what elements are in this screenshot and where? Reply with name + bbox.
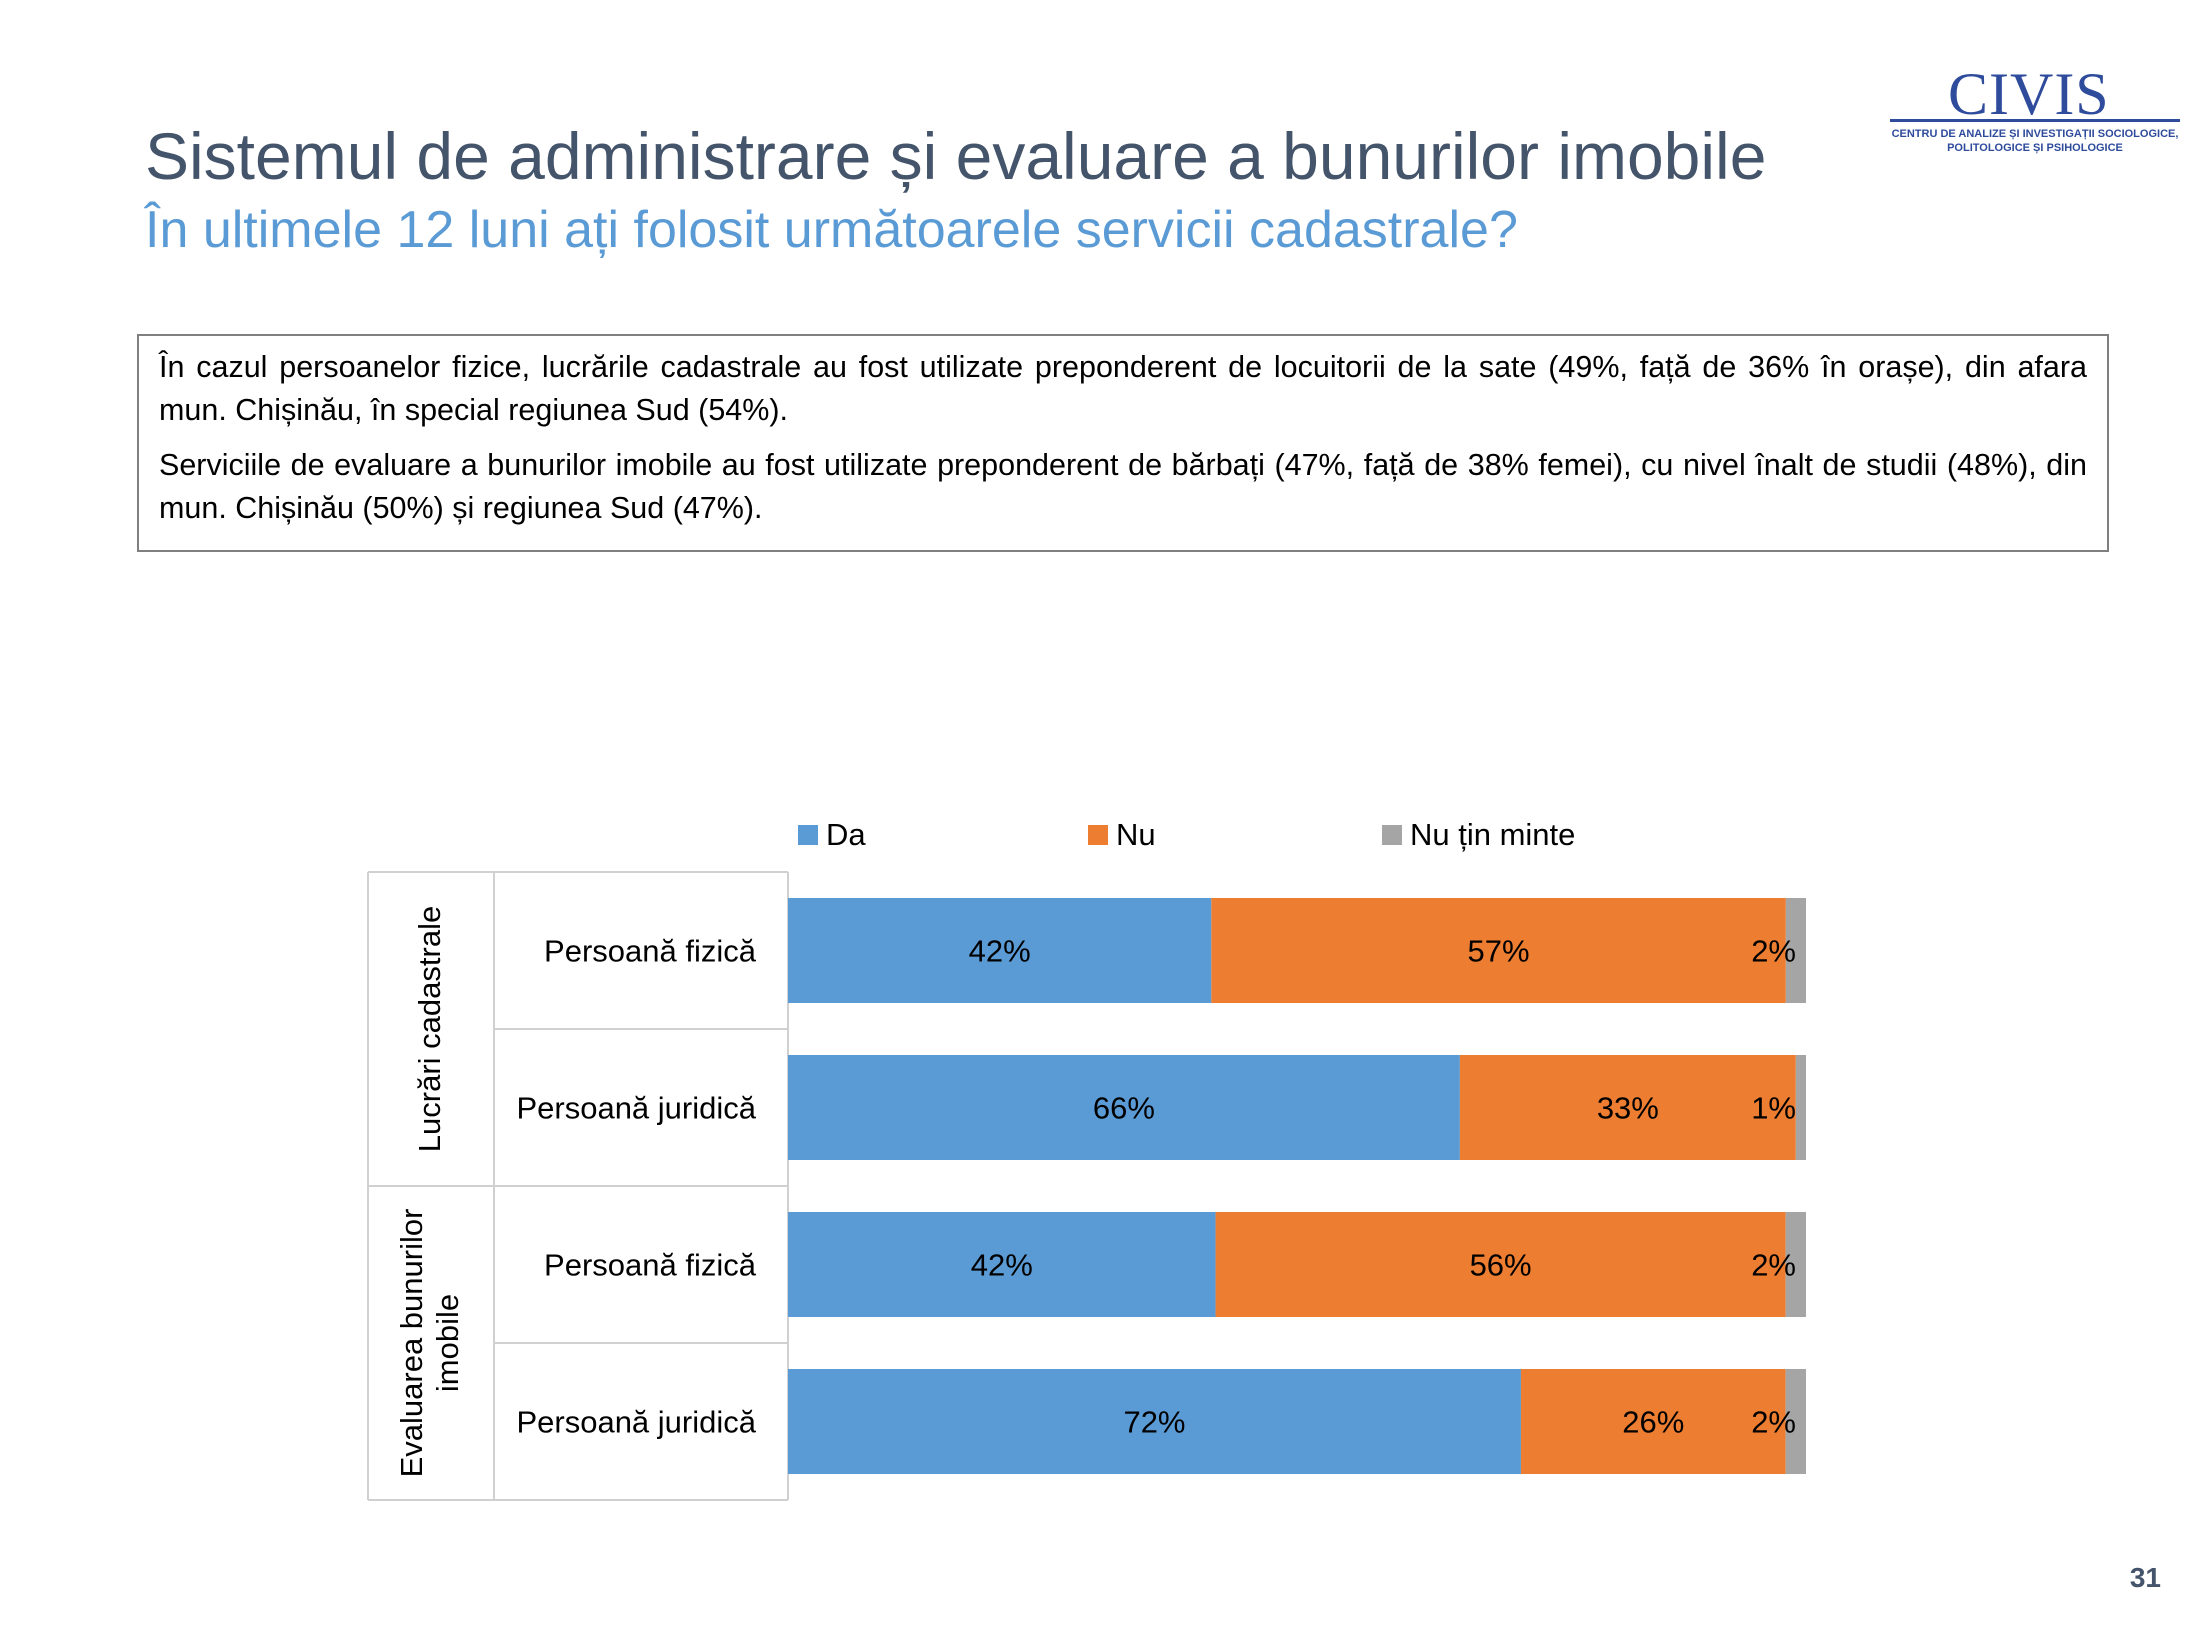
bar-segment [788, 1055, 1460, 1160]
logo-tagline-line-1: CENTRU DE ANALIZE ȘI INVESTIGAȚII SOCIOL… [1891, 128, 2179, 140]
category-label: Persoană juridică [516, 1091, 756, 1126]
bar-segment [1520, 1369, 1786, 1474]
logo-tagline: CENTRU DE ANALIZE ȘI INVESTIGAȚII SOCIOL… [1890, 127, 2180, 155]
group-label: Evaluarea bunurilor [394, 1209, 429, 1478]
legend-swatch [1088, 825, 1108, 845]
group-label: Lucrări cadastrale [412, 906, 447, 1152]
bar-segment [1785, 898, 1806, 1003]
data-label: 42% [969, 934, 1031, 969]
data-label: 42% [971, 1248, 1033, 1283]
data-label: 2% [1751, 934, 1796, 969]
logo-tagline-line-2: POLITOLOGICE ȘI PSIHOLOGICE [1947, 142, 2123, 154]
bar-segment [1215, 1212, 1786, 1317]
bar-segment [1785, 1212, 1806, 1317]
bar-segment [1795, 1055, 1806, 1160]
data-label: 2% [1751, 1248, 1796, 1283]
bar-segment [1459, 1055, 1796, 1160]
legend-swatch [1382, 825, 1402, 845]
legend-label: Nu țin minte [1410, 817, 1575, 852]
bar-segment [788, 1369, 1521, 1474]
data-label: 56% [1470, 1248, 1532, 1283]
logo-wordmark: CIVIS [1948, 61, 2110, 127]
bar-segment [788, 898, 1212, 1003]
category-label: Persoană fizică [544, 934, 757, 969]
legend-label: Nu [1116, 817, 1156, 852]
slide-title: Sistemul de administrare și evaluare a b… [145, 119, 1767, 193]
legend-swatch [798, 825, 818, 845]
civis-logo: CIVIS CENTRU DE ANALIZE ȘI INVESTIGAȚII … [1890, 60, 2180, 170]
data-label: 1% [1751, 1091, 1796, 1126]
page-number: 31 [2129, 1562, 2161, 1593]
category-label: Persoană juridică [516, 1405, 756, 1440]
data-label: 33% [1597, 1091, 1659, 1126]
data-label: 72% [1123, 1405, 1185, 1440]
legend-label: Da [826, 817, 866, 852]
slide-subtitle: În ultimele 12 luni ați folosit următoar… [145, 201, 1518, 259]
bar-segment [788, 1212, 1216, 1317]
summary-paragraph-2: Serviciile de evaluare a bunurilor imobi… [159, 448, 2087, 525]
bar-segment [1211, 898, 1786, 1003]
category-label: Persoană fizică [544, 1248, 757, 1283]
data-label: 26% [1622, 1405, 1684, 1440]
logo-underline [1890, 119, 2180, 122]
data-label: 2% [1751, 1405, 1796, 1440]
summary-paragraph-1: În cazul persoanelor fizice, lucrările c… [159, 350, 2087, 427]
summary-box: În cazul persoanelor fizice, lucrările c… [137, 334, 2109, 552]
data-label: 57% [1468, 934, 1530, 969]
bar-segment [1785, 1369, 1806, 1474]
group-label: imobile [430, 1294, 465, 1392]
data-label: 66% [1093, 1091, 1155, 1126]
